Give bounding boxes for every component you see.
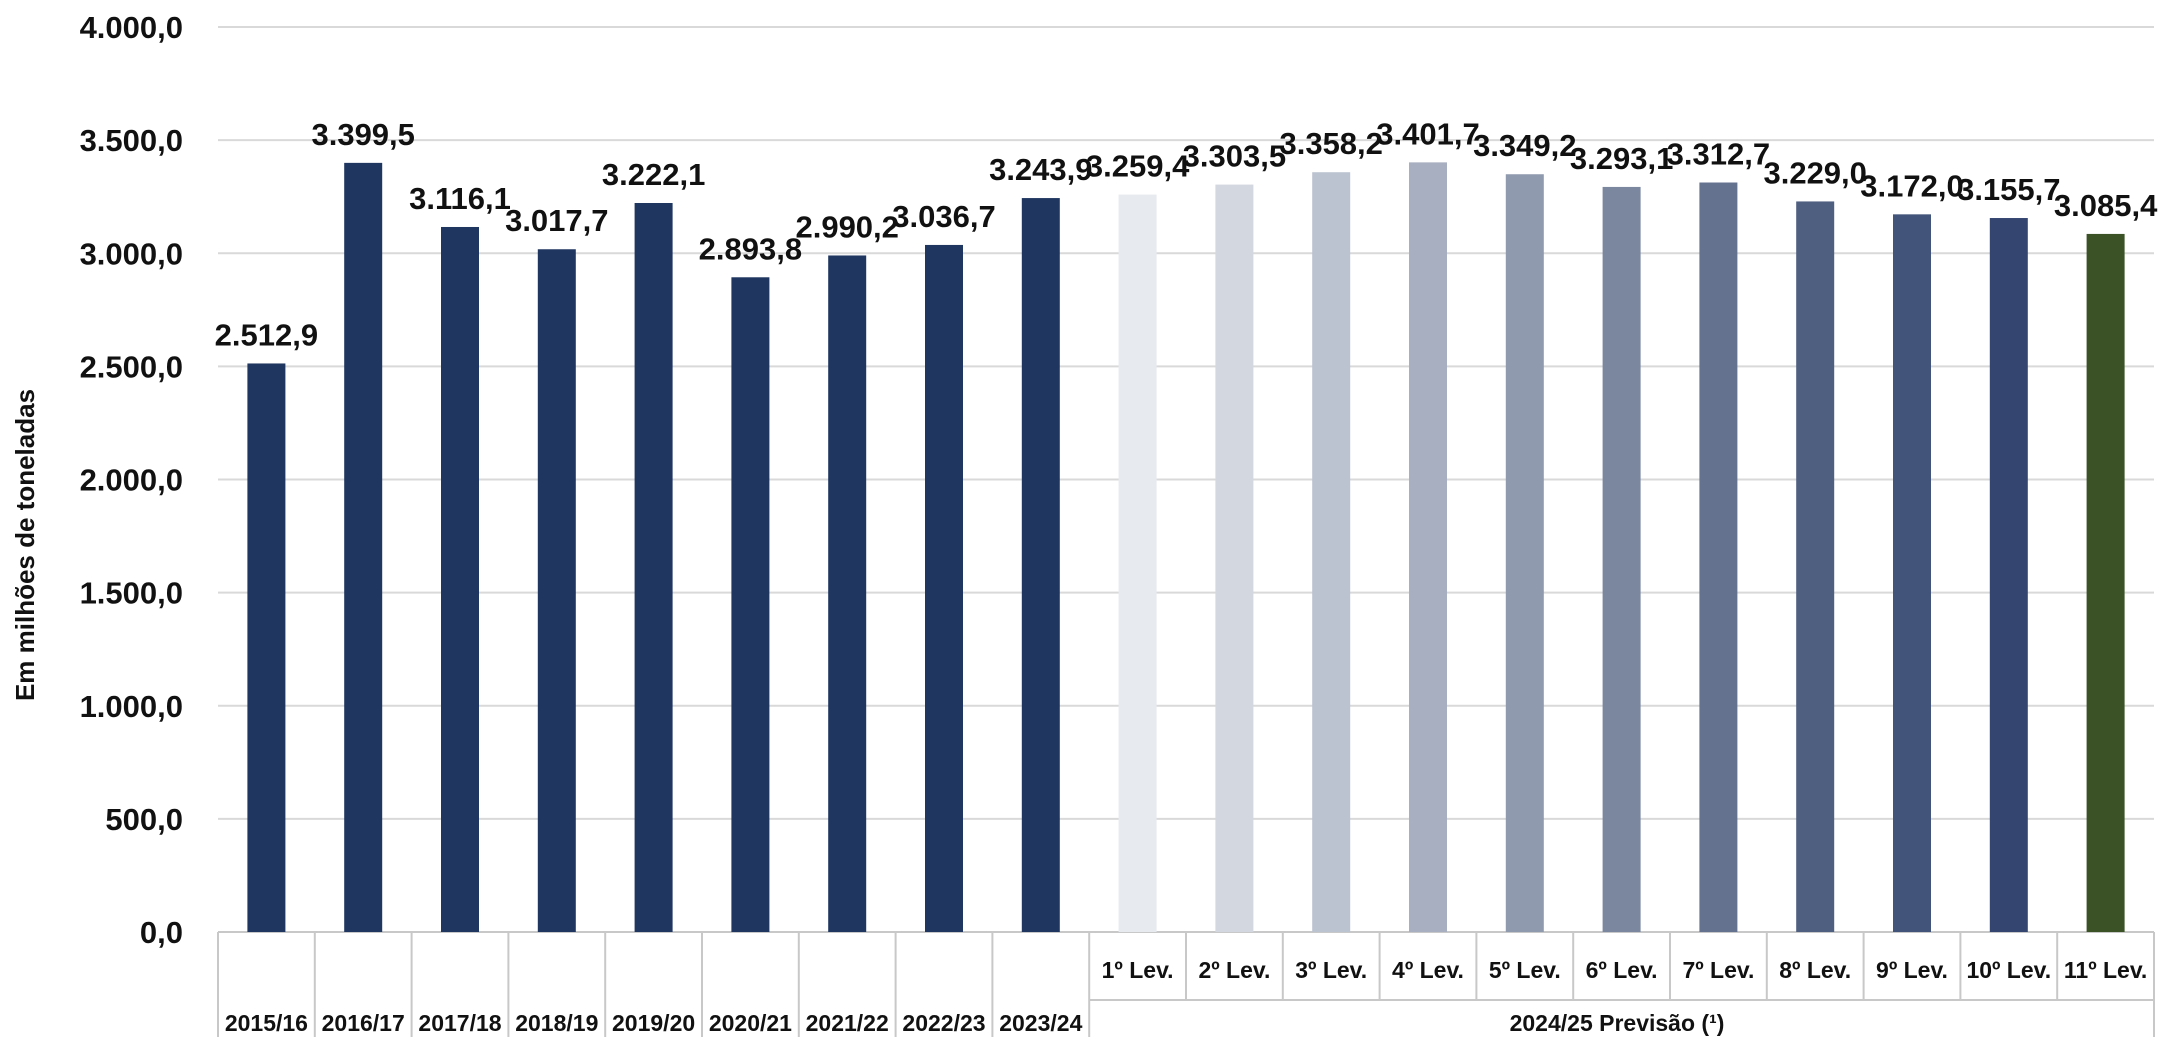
x-category-label: 2017/18 — [418, 1010, 501, 1036]
x-category-label: 2019/20 — [612, 1010, 695, 1036]
bar — [634, 202, 673, 932]
x-category-label: 3º Lev. — [1295, 957, 1367, 983]
data-label: 2.512,9 — [215, 317, 318, 352]
y-tick-label: 2.500,0 — [80, 349, 183, 384]
x-category-label: 1º Lev. — [1102, 957, 1174, 983]
data-label: 3.155,7 — [1957, 172, 2060, 207]
y-axis-ticks: 0,0 500,0 1.000,0 1.500,0 2.000,0 2.500,0 3.00… — [80, 10, 183, 950]
x-category-label: 2016/17 — [322, 1010, 405, 1036]
data-label: 3.085,4 — [2054, 188, 2158, 223]
y-tick-label: 500,0 — [105, 802, 183, 837]
data-label: 3.349,2 — [1473, 128, 1576, 163]
bar — [1409, 162, 1447, 933]
data-label: 3.222,1 — [602, 157, 705, 192]
data-label: 3.358,2 — [1279, 126, 1382, 161]
y-tick-label: 0,0 — [140, 915, 183, 950]
data-label: 3.172,0 — [1860, 168, 1963, 203]
x-category-label: 10º Lev. — [1966, 957, 2051, 983]
bar — [731, 277, 770, 933]
y-tick-label: 1.500,0 — [80, 576, 183, 611]
y-tick-label: 3.000,0 — [80, 236, 183, 271]
x-category-label: 7º Lev. — [1682, 957, 1754, 983]
x-category-label: 5º Lev. — [1489, 957, 1561, 983]
data-label: 3.399,5 — [311, 117, 414, 152]
bar — [1118, 194, 1157, 933]
bar — [1796, 201, 1835, 933]
y-tick-label: 3.500,0 — [80, 123, 183, 158]
bar — [1893, 214, 1931, 932]
bar — [2086, 233, 2125, 933]
x-category-label: 2021/22 — [806, 1010, 889, 1036]
data-label: 3.303,5 — [1183, 139, 1286, 174]
data-label: 3.259,4 — [1086, 149, 1190, 184]
data-label: 3.401,7 — [1376, 116, 1479, 151]
x-category-label: 6º Lev. — [1586, 957, 1658, 983]
data-label: 3.116,1 — [409, 181, 511, 216]
data-label: 3.036,7 — [892, 199, 995, 234]
bar — [925, 244, 963, 932]
x-category-label: 4º Lev. — [1392, 957, 1464, 983]
x-category-label: 2023/24 — [999, 1010, 1082, 1036]
data-label: 3.243,9 — [989, 152, 1092, 187]
bar — [344, 162, 383, 932]
y-axis-title: Em milhões de toneladas — [10, 389, 40, 701]
y-tick-label: 1.000,0 — [80, 689, 183, 724]
forecast-group-label: 2024/25 Previsão (¹) — [1510, 1010, 1725, 1036]
x-category-label: 8º Lev. — [1779, 957, 1851, 983]
bar — [1602, 186, 1641, 932]
x-category-label: 2018/19 — [515, 1010, 598, 1036]
bar — [537, 249, 576, 933]
data-labels: 2.512,9 3.399,5 3.116,13.017,7 3.222,1 2.893… — [215, 116, 2158, 352]
bar — [441, 226, 479, 933]
data-label: 2.893,8 — [699, 231, 802, 266]
bar — [1699, 182, 1738, 933]
x-category-label: 9º Lev. — [1876, 957, 1948, 983]
data-label: 3.229,0 — [1763, 155, 1866, 190]
y-tick-label: 4.000,0 — [80, 10, 183, 45]
x-category-label: 2º Lev. — [1198, 957, 1270, 983]
bar — [828, 255, 867, 932]
bars — [247, 162, 2125, 933]
x-category-label: 11º Lev. — [2064, 957, 2147, 983]
data-label: 3.293,1 — [1570, 141, 1673, 176]
x-category-label: 2015/16 — [225, 1010, 308, 1036]
x-category-label: 2020/21 — [709, 1010, 792, 1036]
y-tick-label: 2.000,0 — [80, 463, 183, 498]
bar — [247, 363, 286, 932]
data-label: 3.312,7 — [1667, 137, 1770, 172]
x-axis: 2015/16 2016/17 2017/18 2018/19 2019/20 2020/… — [217, 932, 2155, 1037]
bar — [1021, 198, 1060, 932]
bar — [1312, 172, 1351, 932]
bar — [1505, 174, 1544, 932]
data-label: 2.990,2 — [795, 209, 898, 244]
data-label: 3.017,7 — [505, 203, 608, 238]
x-category-label: 2022/23 — [902, 1010, 985, 1036]
bar — [1989, 218, 2028, 932]
bar — [1215, 184, 1254, 932]
